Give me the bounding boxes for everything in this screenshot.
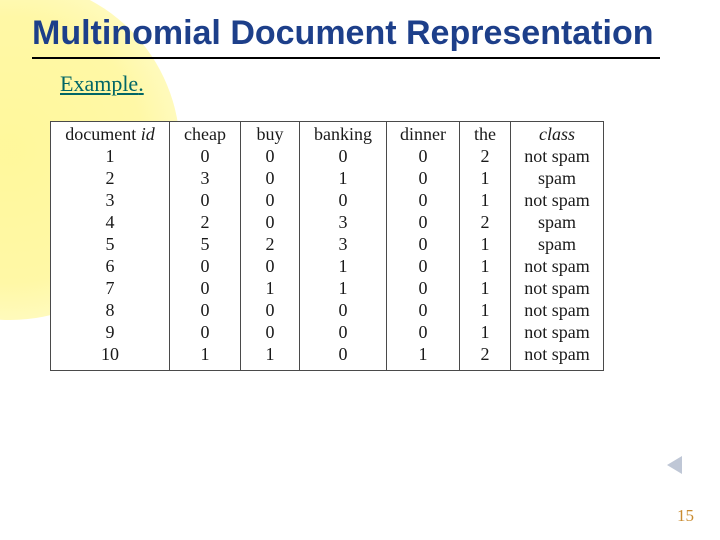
cell: 1 [481,233,490,255]
cell: 3 [201,167,210,189]
cell: not spam [524,299,590,321]
header-class-text: class [539,123,575,145]
header-dinner-text: dinner [400,123,446,145]
cell: not spam [524,343,590,365]
cell: 1 [481,277,490,299]
cell: 1 [481,167,490,189]
cell: 0 [266,189,275,211]
cell: 5 [201,233,210,255]
cell: 0 [339,343,348,365]
cell: 2 [201,211,210,233]
cell: 1 [339,277,348,299]
cell: 0 [266,145,275,167]
cell: 1 [339,255,348,277]
cell: 2 [481,145,490,167]
example-label: Example. [0,59,720,97]
cell: 0 [419,167,428,189]
cell: 0 [419,211,428,233]
cell: 1 [481,255,490,277]
row-id: 7 [106,277,115,299]
header-banking: banking 0 1 0 3 3 1 1 0 0 0 [300,122,387,371]
cell: 0 [419,145,428,167]
cell: 1 [481,189,490,211]
cell: 0 [339,189,348,211]
cell: 0 [419,321,428,343]
header-cheap: cheap 0 3 0 2 5 0 0 0 0 1 [170,122,241,371]
cell: 0 [419,189,428,211]
cell: 1 [419,343,428,365]
cell: 0 [339,321,348,343]
page-number: 15 [677,506,694,526]
cell: 0 [266,211,275,233]
cell: 1 [481,321,490,343]
cell: 0 [201,189,210,211]
row-id: 6 [106,255,115,277]
header-class: class not spam spam not spam spam spam n… [511,122,604,371]
cell: 0 [339,299,348,321]
cell: 0 [419,277,428,299]
row-id: 5 [106,233,115,255]
cell: 1 [266,277,275,299]
cell: 2 [266,233,275,255]
cell: not spam [524,277,590,299]
cell: not spam [524,321,590,343]
cell: 0 [419,255,428,277]
cell: 3 [339,233,348,255]
nav-back-icon[interactable] [667,456,682,474]
header-doc-text: document [65,124,140,144]
header-dinner: dinner 0 0 0 0 0 0 0 0 0 1 [387,122,460,371]
cell: not spam [524,145,590,167]
cell: spam [538,233,576,255]
cell: 1 [266,343,275,365]
page-title: Multinomial Document Representation [0,0,720,53]
cell: 0 [201,255,210,277]
cell: 1 [481,299,490,321]
cell: 0 [201,277,210,299]
table-header-row: document id 1 2 3 4 5 6 7 8 9 10 [51,122,604,371]
header-buy: buy 0 0 0 0 2 0 1 0 0 1 [241,122,300,371]
data-table-wrap: document id 1 2 3 4 5 6 7 8 9 10 [0,97,720,371]
cell: spam [538,211,576,233]
cell: 0 [266,167,275,189]
example-text: Example [60,71,138,96]
cell: 1 [201,343,210,365]
row-id: 8 [106,299,115,321]
cell: 0 [266,299,275,321]
header-document-id: document id 1 2 3 4 5 6 7 8 9 10 [51,122,170,371]
cell: 0 [266,255,275,277]
header-cheap-text: cheap [184,123,226,145]
header-the: the 2 1 1 2 1 1 1 1 1 2 [460,122,511,371]
cell: not spam [524,255,590,277]
cell: not spam [524,189,590,211]
row-id: 2 [106,167,115,189]
header-the-text: the [474,123,496,145]
data-table: document id 1 2 3 4 5 6 7 8 9 10 [50,121,604,371]
cell: 0 [339,145,348,167]
cell: 3 [339,211,348,233]
header-banking-text: banking [314,123,372,145]
row-id: 4 [106,211,115,233]
cell: spam [538,167,576,189]
cell: 0 [419,233,428,255]
cell: 0 [201,299,210,321]
row-id: 3 [106,189,115,211]
example-dot: . [138,71,144,96]
row-id: 10 [101,343,119,365]
cell: 0 [201,321,210,343]
slide-content: Multinomial Document Representation Exam… [0,0,720,371]
header-buy-text: buy [257,123,284,145]
row-id: 1 [106,145,115,167]
cell: 1 [339,167,348,189]
cell: 0 [201,145,210,167]
row-id: 9 [106,321,115,343]
cell: 0 [266,321,275,343]
cell: 2 [481,343,490,365]
cell: 0 [419,299,428,321]
header-doc-id-italic: id [141,124,155,144]
cell: 2 [481,211,490,233]
